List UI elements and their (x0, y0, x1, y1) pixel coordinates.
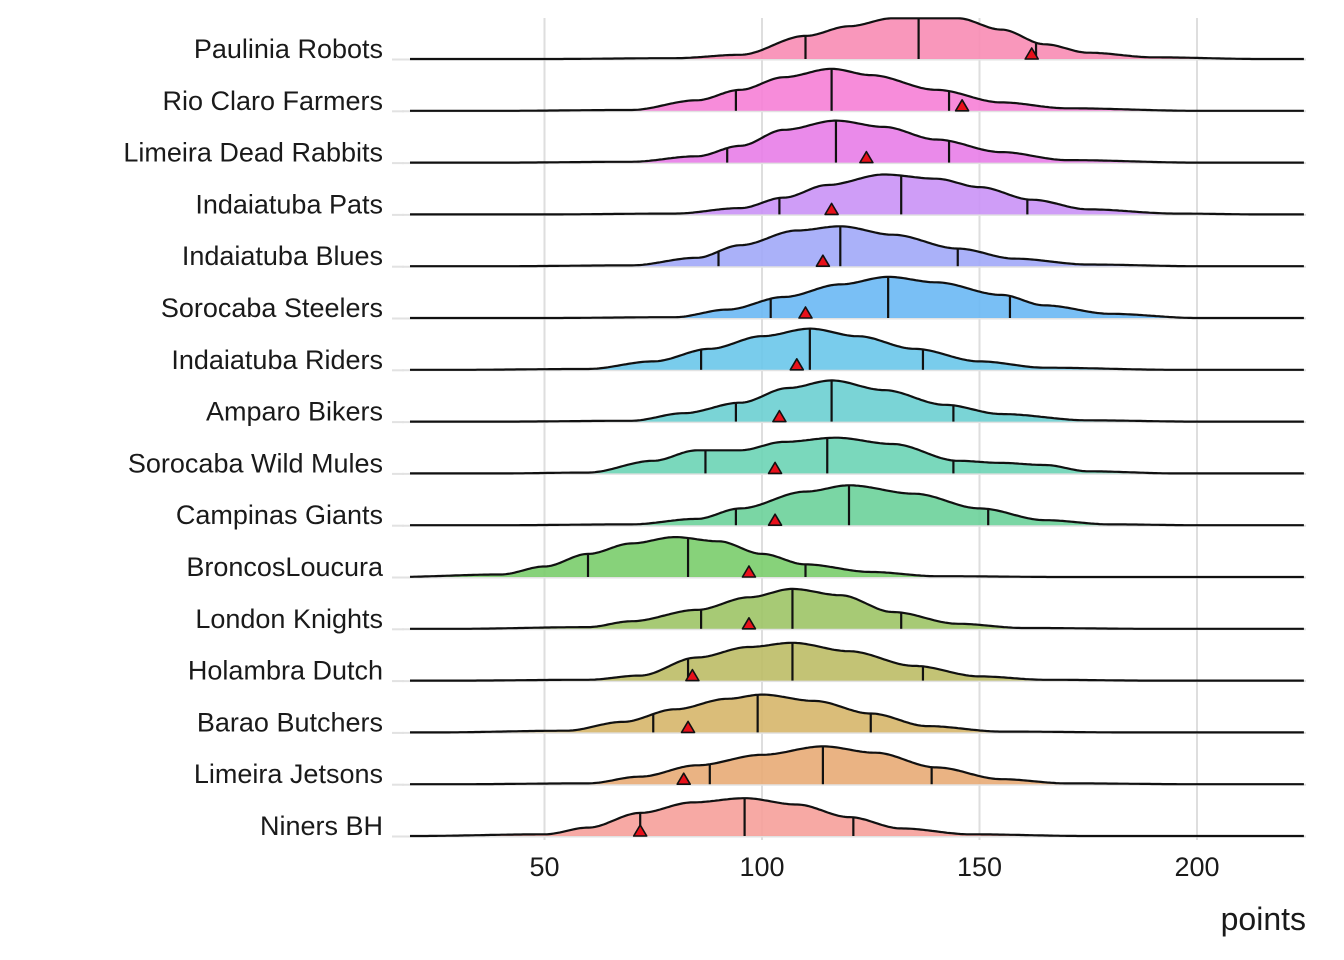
marker-triangle (767, 513, 783, 526)
marker-triangle (954, 99, 970, 112)
ridge-fill (410, 68, 1304, 111)
ridge-rio-claro-farmers: Rio Claro Farmers (162, 67, 1306, 116)
category-label: Indaiatuba Blues (182, 241, 383, 271)
category-label: Sorocaba Wild Mules (128, 448, 383, 478)
marker-triangle (815, 254, 831, 267)
category-label: Paulinia Robots (194, 34, 383, 64)
ridge-fill (410, 380, 1304, 422)
ridge-outline (410, 745, 1304, 786)
category-label: Sorocaba Steelers (161, 293, 383, 323)
ridge-fill (410, 588, 1304, 629)
category-label: Limeira Jetsons (194, 759, 383, 789)
ridge-paulinia-robots: Paulinia Robots (194, 17, 1306, 64)
x-tick-label-50: 50 (529, 852, 559, 882)
ridge-fill (410, 174, 1304, 215)
ridge-outline (410, 587, 1304, 630)
ridge-fill (410, 276, 1304, 318)
category-label: Holambra Dutch (188, 656, 383, 686)
ridge-holambra-dutch: Holambra Dutch (188, 641, 1306, 686)
category-label: Niners BH (260, 811, 383, 841)
marker-triangle (789, 358, 805, 371)
ridge-indaiatuba-riders: Indaiatuba Riders (171, 327, 1306, 375)
ridge-fill (410, 537, 1304, 577)
ridge-amparo-bikers: Amparo Bikers (206, 379, 1306, 427)
marker-triangle (741, 565, 757, 578)
ridge-limeira-dead-rabbits: Limeira Dead Rabbits (123, 119, 1306, 168)
ridge-outline (410, 484, 1304, 527)
marker-triangle (676, 772, 691, 785)
category-label: Campinas Giants (176, 500, 383, 530)
ridge-fill (410, 328, 1304, 370)
ridge-sorocaba-wild-mules: Sorocaba Wild Mules (128, 436, 1306, 478)
marker-triangle (824, 202, 839, 216)
ridge-outline (410, 536, 1304, 579)
ridge-outline (410, 225, 1304, 268)
ridge-outline (410, 275, 1304, 320)
marker-triangle (685, 668, 700, 682)
ridge-niners-bh: Niners BH (260, 797, 1306, 841)
ridge-outline (410, 173, 1304, 216)
x-tick-label-150: 150 (957, 852, 1002, 882)
ridge-broncosloucura: BroncosLoucura (186, 536, 1306, 582)
ridge-campinas-giants: Campinas Giants (176, 484, 1306, 530)
x-axis: 50 100 150 200 (529, 852, 1219, 882)
ridge-outline (410, 436, 1304, 475)
category-label: Indaiatuba Riders (171, 345, 383, 375)
marker-triangle (632, 824, 648, 837)
ridge-outline (410, 327, 1304, 371)
ridge-fill (410, 746, 1304, 785)
category-label: Barao Butchers (197, 707, 383, 737)
ridge-outline (410, 67, 1304, 112)
ridges: Paulinia Robots Rio Claro Farmers Limeira … (123, 17, 1306, 841)
ridge-fill (410, 642, 1304, 681)
ridge-london-knights: London Knights (195, 587, 1306, 634)
ridge-indaiatuba-blues: Indaiatuba Blues (182, 225, 1306, 271)
ridge-fill (410, 485, 1304, 526)
ridge-sorocaba-steelers: Sorocaba Steelers (161, 275, 1306, 323)
category-label: Indaiatuba Pats (195, 189, 383, 219)
marker-triangle (1024, 47, 1039, 60)
ridge-fill (410, 18, 1304, 59)
ridge-indaiatuba-pats: Indaiatuba Pats (195, 173, 1306, 219)
category-label: BroncosLoucura (186, 552, 384, 582)
category-label: Rio Claro Farmers (162, 86, 383, 116)
marker-triangle (741, 617, 757, 630)
ridge-outline (410, 797, 1304, 838)
x-tick-label-200: 200 (1174, 852, 1219, 882)
marker-triangle (680, 720, 696, 734)
ridge-outline (410, 379, 1304, 423)
ridge-fill (410, 694, 1304, 733)
ridge-outline (410, 693, 1304, 734)
x-tick-label-100: 100 (739, 852, 784, 882)
ridge-fill (410, 120, 1304, 163)
marker-triangle (859, 150, 874, 164)
ridge-fill (410, 226, 1304, 267)
ridge-outline (410, 641, 1304, 682)
category-label: Limeira Dead Rabbits (123, 138, 383, 168)
marker-triangle (772, 409, 787, 423)
marker-triangle (798, 306, 813, 319)
marker-triangle (767, 461, 783, 475)
ridge-barao-butchers: Barao Butchers (197, 693, 1306, 737)
ridge-limeira-jetsons: Limeira Jetsons (194, 745, 1306, 789)
ridge-outline (410, 17, 1304, 61)
ridge-outline (410, 119, 1304, 164)
category-label: London Knights (195, 604, 383, 634)
x-axis-title: points (1221, 901, 1306, 937)
category-label: Amparo Bikers (206, 397, 383, 427)
ridge-fill (410, 798, 1304, 836)
